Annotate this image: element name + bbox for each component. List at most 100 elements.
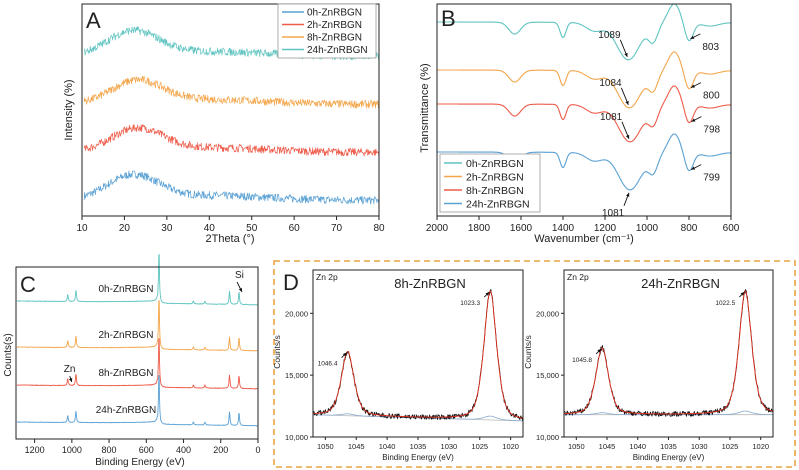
survey-series-label: 8h-ZnRBGN <box>98 368 153 379</box>
zn2p-region-label: Zn 2p <box>316 272 338 282</box>
xrd-series-0h-ZnRBGN <box>83 170 380 205</box>
zn2p-fit-envelope <box>564 290 774 415</box>
zn2p-xlabel: Binding Energy (eV) <box>633 453 705 462</box>
survey-series-label: 0h-ZnRBGN <box>98 284 153 295</box>
survey-tick-label: 400 <box>176 445 191 455</box>
survey-series-24h-ZnRBGN <box>16 375 258 427</box>
ftir-tick-label: 800 <box>681 223 698 234</box>
ftir-tick-label: 1000 <box>636 223 659 234</box>
survey-series-label: 24h-ZnRBGN <box>96 405 157 416</box>
xrd-legend-label: 8h-ZnRBGN <box>307 33 362 44</box>
survey-tick-label: 600 <box>139 445 154 455</box>
survey-series-2h-ZnRBGN <box>16 300 258 352</box>
ftir-annotation-arrow-head <box>690 35 695 39</box>
panel-c-frame <box>15 266 259 440</box>
zn2p-x-tick-label: 1025 <box>471 442 488 451</box>
zn2p-x-tick-label: 1050 <box>317 442 334 451</box>
zn2p-raw-data <box>563 289 774 417</box>
ftir-tick-label: 1600 <box>510 223 533 234</box>
zn2p-subplot-8h-ZnRBGN: 1050 1045 1040 1035 1030 1025 1020 10,000 15,000… <box>272 269 524 462</box>
survey-tick-label: 1000 <box>62 445 82 455</box>
panel-letter-a: A <box>86 8 101 33</box>
zn2p-title: 24h-ZnRBGN <box>641 276 720 291</box>
zn2p-peak-label: 1045.8 <box>572 357 592 364</box>
zn2p-x-tick-label: 1045 <box>348 442 365 451</box>
zn2p-xlabel: Binding Energy (eV) <box>382 453 454 462</box>
xrd-xlabel: 2Theta (°) <box>205 233 254 245</box>
xrd-legend-label: 0h-ZnRBGN <box>307 8 362 19</box>
panel-b-ftir: 2000 1800 1600 1400 1200 1000 800 600 Wavenumber… <box>419 3 740 245</box>
zn2p-x-tick-label: 1020 <box>502 442 519 451</box>
zn2p-x-tick-label: 1030 <box>691 442 708 451</box>
survey-annotation-arrow-head <box>68 378 73 382</box>
zn2p-x-tick-label: 1045 <box>599 442 616 451</box>
ftir-annotation-label: 798 <box>703 125 720 136</box>
ftir-xlabel: Wavenumber (cm⁻¹) <box>534 233 634 245</box>
zn2p-x-tick-label: 1040 <box>379 442 396 451</box>
ftir-ylabel: Transmittance (%) <box>419 63 431 152</box>
survey-annotation-label: Si <box>235 270 244 281</box>
panel-letter-c: C <box>20 272 36 297</box>
zn2p-peak-label: 1023.3 <box>460 300 480 307</box>
survey-tick-label: 800 <box>102 445 117 455</box>
xrd-tick-label: 30 <box>161 223 173 234</box>
zn2p-peak-arrow-head <box>597 348 602 353</box>
zn2p-y-tick-label: 20,000 <box>285 309 308 318</box>
ftir-series-24h-ZnRBGN <box>437 133 732 191</box>
zn2p-component-baseline <box>313 413 523 422</box>
zn2p-x-tick-label: 1020 <box>752 442 769 451</box>
ftir-legend-label: 0h-ZnRBGN <box>466 158 524 170</box>
xrd-tick-label: 40 <box>204 223 216 234</box>
survey-tick-label: 0 <box>255 445 260 455</box>
ftir-annotation-arrow-head <box>626 134 630 139</box>
ftir-annotation-label: 1089 <box>598 30 621 41</box>
zn2p-y-tick-label: 20,000 <box>536 309 559 318</box>
xrd-legend-label: 24h-ZnRBGN <box>307 45 368 56</box>
ftir-annotation-arrow-head <box>625 100 629 105</box>
panel-a-frame <box>81 3 380 217</box>
zn2p-y-tick-label: 10,000 <box>285 433 308 442</box>
xrd-series-2h-ZnRBGN <box>83 123 380 157</box>
ftir-legend-label: 2h-ZnRBGN <box>466 172 524 184</box>
ftir-legend-label: 24h-ZnRBGN <box>466 199 530 211</box>
ftir-annotation-label: 1081 <box>602 208 625 219</box>
survey-tick-label: 200 <box>213 445 228 455</box>
ftir-tick-label: 1800 <box>468 223 491 234</box>
zn2p-title: 8h-ZnRBGN <box>394 276 466 291</box>
survey-annotation-label: Zn <box>64 364 76 375</box>
zn2p-x-tick-label: 1035 <box>660 442 677 451</box>
zn2p-x-tick-label: 1025 <box>722 442 739 451</box>
zn2p-x-tick-label: 1050 <box>568 442 585 451</box>
xrd-tick-label: 80 <box>373 223 385 234</box>
ftir-annotation-arrow-head <box>691 84 695 88</box>
survey-series-8h-ZnRBGN <box>16 338 258 390</box>
xrd-legend-label: 2h-ZnRBGN <box>307 20 362 31</box>
survey-series-0h-ZnRBGN <box>16 254 258 306</box>
zn2p-x-tick-label: 1035 <box>410 442 427 451</box>
zn2p-peak-label: 1022.5 <box>715 300 735 307</box>
xrd-tick-label: 50 <box>246 223 258 234</box>
survey-series-label: 2h-ZnRBGN <box>98 330 153 341</box>
zn2p-y-tick-label: 15,000 <box>536 371 559 380</box>
survey-annotation-arrow-head <box>238 288 243 292</box>
ftir-annotation-arrow-head <box>691 166 696 170</box>
ftir-legend-label: 8h-ZnRBGN <box>466 185 524 197</box>
ftir-annotation-label: 799 <box>703 173 720 184</box>
ftir-annotation-arrow-head <box>624 52 628 57</box>
ftir-tick-label: 600 <box>723 223 740 234</box>
zn2p-x-tick-label: 1040 <box>629 442 646 451</box>
panel-a-xrd: 10 20 30 40 50 60 70 80 2Theta (°) Intensity (%) A… <box>63 3 385 245</box>
xrd-tick-label: 10 <box>76 223 88 234</box>
xrd-ylabel: Intensity (%) <box>63 79 75 140</box>
survey-xlabel: Binding Energy (eV) <box>95 457 185 468</box>
ftir-series-0h-ZnRBGN <box>437 3 732 61</box>
panel-letter-b: B <box>441 6 456 31</box>
zn2p-region-label: Zn 2p <box>567 272 589 282</box>
ftir-annotation-label: 1081 <box>600 112 623 123</box>
survey-ylabel: Counts(s) <box>3 333 14 376</box>
zn2p-component-baseline <box>564 410 773 416</box>
ftir-tick-label: 2000 <box>426 223 449 234</box>
xrd-tick-label: 60 <box>289 223 301 234</box>
ftir-annotation-arrow-head <box>626 192 630 197</box>
zn2p-y-tick-label: 10,000 <box>536 433 559 442</box>
